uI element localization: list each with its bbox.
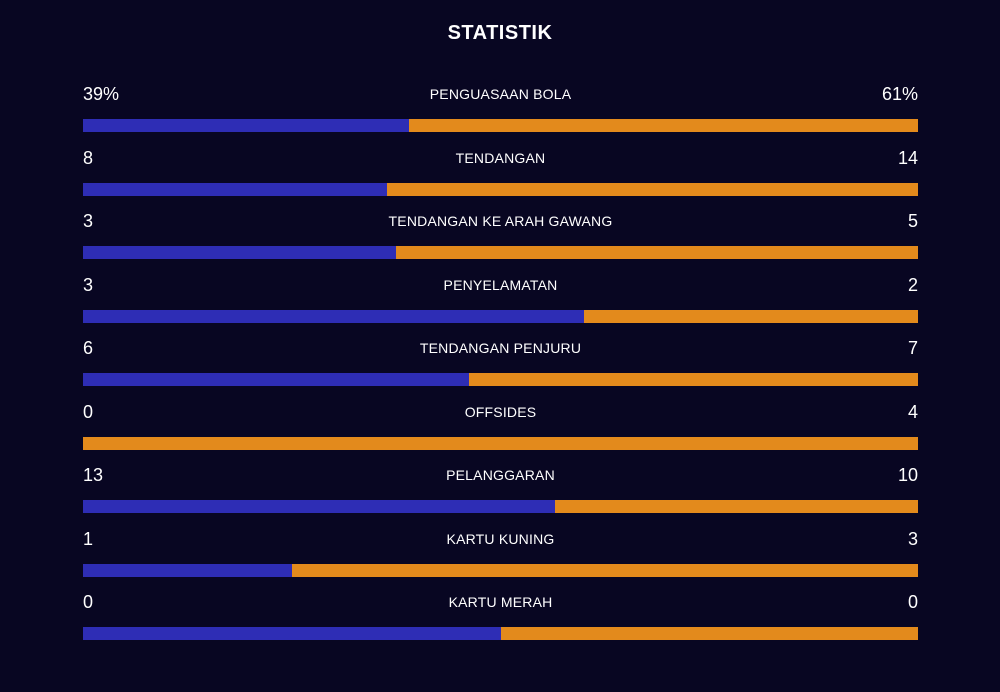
- home-value: 13: [83, 465, 104, 485]
- away-value: 3: [907, 528, 918, 549]
- stats-list: 39% PENGUASAAN BOLA 61% 8 TENDANGAN 14 3…: [83, 82, 918, 654]
- comparison-bar: [83, 627, 918, 640]
- comparison-bar: [83, 500, 918, 513]
- away-value: 61%: [881, 84, 918, 104]
- away-bar: [554, 500, 918, 513]
- comparison-bar: [83, 246, 918, 259]
- away-value: 4: [907, 401, 918, 422]
- stat-row-shots-on-target: 3 TENDANGAN KE ARAH GAWANG 5: [83, 209, 918, 273]
- away-bar: [468, 373, 918, 386]
- away-bar: [386, 182, 918, 196]
- comparison-bar: [83, 182, 918, 196]
- home-bar: [83, 246, 397, 259]
- stat-label: TENDANGAN: [455, 149, 546, 166]
- away-value: 2: [907, 274, 918, 295]
- stat-label: PENYELAMATAN: [443, 276, 558, 293]
- away-value: 0: [907, 592, 918, 612]
- stat-label: KARTU MERAH: [448, 594, 553, 610]
- stat-row-shots: 8 TENDANGAN 14: [83, 146, 918, 210]
- stat-row-saves: 3 PENYELAMATAN 2: [83, 273, 918, 337]
- away-value: 7: [907, 338, 918, 358]
- home-value: 6: [83, 338, 94, 358]
- away-value: 10: [897, 465, 918, 485]
- home-value: 8: [83, 147, 94, 168]
- away-value: 14: [897, 147, 918, 168]
- stat-row-possession: 39% PENGUASAAN BOLA 61%: [83, 82, 918, 146]
- stat-row-offsides: 0 OFFSIDES 4: [83, 400, 918, 464]
- home-value: 0: [83, 592, 94, 612]
- home-value: 3: [83, 274, 94, 295]
- stat-label: PENGUASAAN BOLA: [429, 86, 572, 102]
- home-bar: [83, 627, 501, 640]
- comparison-bar: [83, 309, 918, 323]
- away-bar: [408, 119, 918, 132]
- away-bar: [83, 436, 918, 450]
- home-bar: [83, 182, 387, 196]
- away-bar: [500, 627, 918, 640]
- stat-row-red-cards: 0 KARTU MERAH 0: [83, 590, 918, 654]
- stats-title: STATISTIK: [447, 22, 553, 44]
- home-bar: [83, 563, 292, 577]
- home-bar: [83, 500, 555, 513]
- comparison-bar: [83, 373, 918, 386]
- home-value: 0: [83, 401, 94, 422]
- away-bar: [396, 246, 918, 259]
- stat-row-corners: 6 TENDANGAN PENJURU 7: [83, 336, 918, 400]
- stat-label: OFFSIDES: [464, 403, 537, 420]
- stat-row-yellow-cards: 1 KARTU KUNING 3: [83, 527, 918, 591]
- away-value: 5: [907, 211, 918, 231]
- away-bar: [291, 563, 918, 577]
- comparison-bar: [83, 119, 918, 132]
- away-bar: [584, 309, 918, 323]
- stat-label: KARTU KUNING: [446, 530, 555, 547]
- comparison-bar: [83, 436, 918, 450]
- home-bar: [83, 373, 469, 386]
- stat-row-fouls: 13 PELANGGARAN 10: [83, 463, 918, 527]
- home-bar: [83, 309, 584, 323]
- stat-label: TENDANGAN KE ARAH GAWANG: [388, 213, 613, 229]
- stat-label: PELANGGARAN: [446, 467, 555, 483]
- stat-label: TENDANGAN PENJURU: [419, 340, 582, 356]
- home-value: 1: [83, 528, 94, 549]
- comparison-bar: [83, 563, 918, 577]
- home-value: 39%: [83, 84, 120, 104]
- home-value: 3: [83, 211, 94, 231]
- home-bar: [83, 119, 409, 132]
